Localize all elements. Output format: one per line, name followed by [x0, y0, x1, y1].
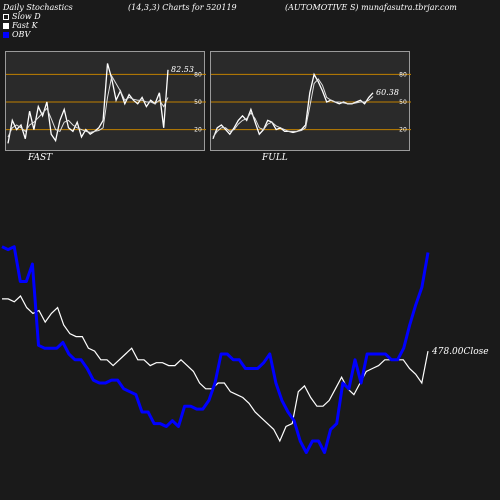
close-value-label: 478.00Close: [431, 347, 489, 357]
full-stochastic-panel: 20 50 80 60.38: [210, 51, 411, 151]
legend-item-fast-k: Fast K: [3, 21, 41, 30]
legend-label-fast-k: Fast K: [12, 21, 38, 30]
company-name: (AUTOMOTIVE S) munafasutra.tbrjar.com: [285, 3, 457, 12]
full-level-label-50: 50: [399, 99, 407, 106]
fast-last-value-label: 82.53: [171, 65, 194, 74]
chart-params: (14,3,3) Charts for 520119: [128, 3, 237, 12]
full-stochastic-plot: 20 50 80 60.38: [211, 71, 411, 140]
legend-swatch-fast-k: [3, 22, 9, 29]
full-level-label-20: 20: [399, 127, 407, 134]
legend-item-slow-d: Slow D: [3, 12, 41, 21]
full-level-label-80: 80: [399, 71, 407, 78]
chart-title: Daily Stochastics: [3, 3, 73, 12]
legend-label-obv: OBV: [12, 30, 31, 39]
fast-stochastic-panel: 20 50 80 82.53: [5, 51, 206, 151]
full-slow-d-line: [212, 78, 374, 138]
legend-item-obv: OBV: [3, 30, 41, 39]
fast-level-label-50: 50: [194, 99, 202, 106]
legend-swatch-slow-d: [3, 13, 9, 20]
obv-line: [1, 245, 430, 455]
legend-label-slow-d: Slow D: [12, 12, 41, 21]
fast-panel-label: FAST: [28, 153, 53, 163]
legend: Slow D Fast K OBV: [3, 12, 41, 39]
full-panel-label: FULL: [262, 153, 288, 163]
full-last-value-label: 60.38: [376, 88, 399, 97]
fast-slow-d-line: [7, 74, 169, 138]
fast-level-label-20: 20: [194, 127, 202, 134]
fast-level-label-80: 80: [194, 71, 202, 78]
legend-swatch-obv: [3, 31, 9, 38]
